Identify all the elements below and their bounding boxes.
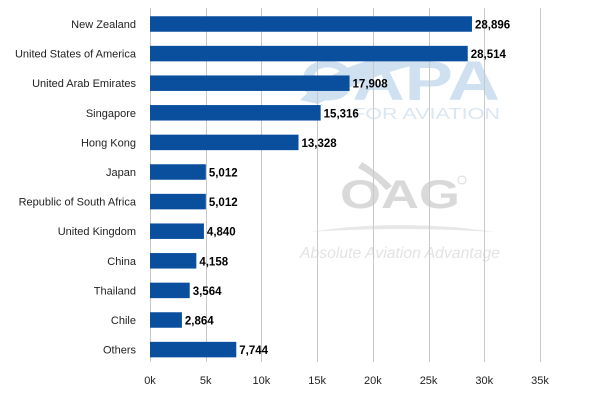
- oag-swoosh-icon: [358, 162, 392, 190]
- x-tick-label: 30k: [475, 375, 493, 387]
- data-label: 13,328: [302, 138, 338, 150]
- data-label: 4,840: [207, 227, 236, 239]
- x-tick-label: 15k: [308, 375, 326, 387]
- category-label: United Kingdom: [58, 226, 136, 238]
- category-label: New Zealand: [71, 19, 136, 31]
- data-label: 7,744: [239, 345, 268, 357]
- bar: [150, 164, 206, 180]
- category-label-layer: New Zealand United States of America Unite…: [15, 19, 137, 357]
- bar-layer: [150, 16, 472, 358]
- bar: [150, 312, 182, 328]
- oag-logo-text: OAG: [340, 173, 460, 217]
- oag-divider-icon: [310, 225, 495, 232]
- category-label: Hong Kong: [81, 137, 136, 149]
- bar: [150, 253, 197, 269]
- x-tick-label: 25k: [420, 375, 438, 387]
- grid-layer: [150, 8, 541, 362]
- data-label-layer: 28,896 28,514 17,908 15,316 13,328 5,012 5,012…: [185, 20, 510, 358]
- category-label: China: [107, 256, 137, 268]
- data-label: 28,896: [475, 20, 510, 32]
- data-label: 4,158: [199, 256, 228, 268]
- x-tick-label: 35k: [531, 375, 549, 387]
- x-tick-label: 10k: [253, 375, 271, 387]
- watermark-group: CAPA FOR AVIATION OAG Absolute Aviation …: [299, 49, 500, 262]
- category-label: United Arab Emirates: [32, 78, 136, 90]
- registered-mark-icon: [457, 175, 467, 185]
- data-label: 28,514: [471, 49, 507, 61]
- data-label: 15,316: [324, 108, 359, 120]
- category-label: Republic of South Africa: [19, 197, 137, 209]
- capa-tagline-text: FOR AVIATION: [352, 106, 500, 123]
- data-label: 3,564: [193, 286, 222, 298]
- bar: [150, 105, 321, 121]
- x-axis-tick-layer: 0k 5k 10k 15k 20k 25k 30k 35k: [144, 375, 549, 387]
- oag-watermark-logo: OAG Absolute Aviation Advantage: [299, 162, 500, 262]
- category-label: Chile: [111, 315, 136, 327]
- data-label: 17,908: [353, 79, 389, 91]
- bar: [150, 134, 299, 151]
- category-label: United States of America: [15, 49, 137, 61]
- data-label: 2,864: [185, 316, 214, 328]
- bar: [150, 45, 468, 62]
- x-tick-label: 0k: [144, 375, 156, 387]
- bar: [150, 223, 204, 239]
- bar: [150, 16, 472, 32]
- oag-tagline-text: Absolute Aviation Advantage: [299, 245, 500, 262]
- bar: [150, 75, 350, 91]
- category-label: Singapore: [86, 108, 136, 120]
- x-tick-label: 5k: [200, 375, 212, 387]
- bar: [150, 282, 190, 299]
- data-label: 5,012: [209, 197, 238, 209]
- category-label: Others: [103, 345, 137, 357]
- bar: [150, 341, 237, 358]
- bar: [150, 193, 206, 210]
- x-tick-label: 20k: [364, 375, 382, 387]
- category-label: Japan: [106, 167, 136, 179]
- data-label: 5,012: [209, 168, 238, 180]
- category-label: Thailand: [94, 285, 136, 297]
